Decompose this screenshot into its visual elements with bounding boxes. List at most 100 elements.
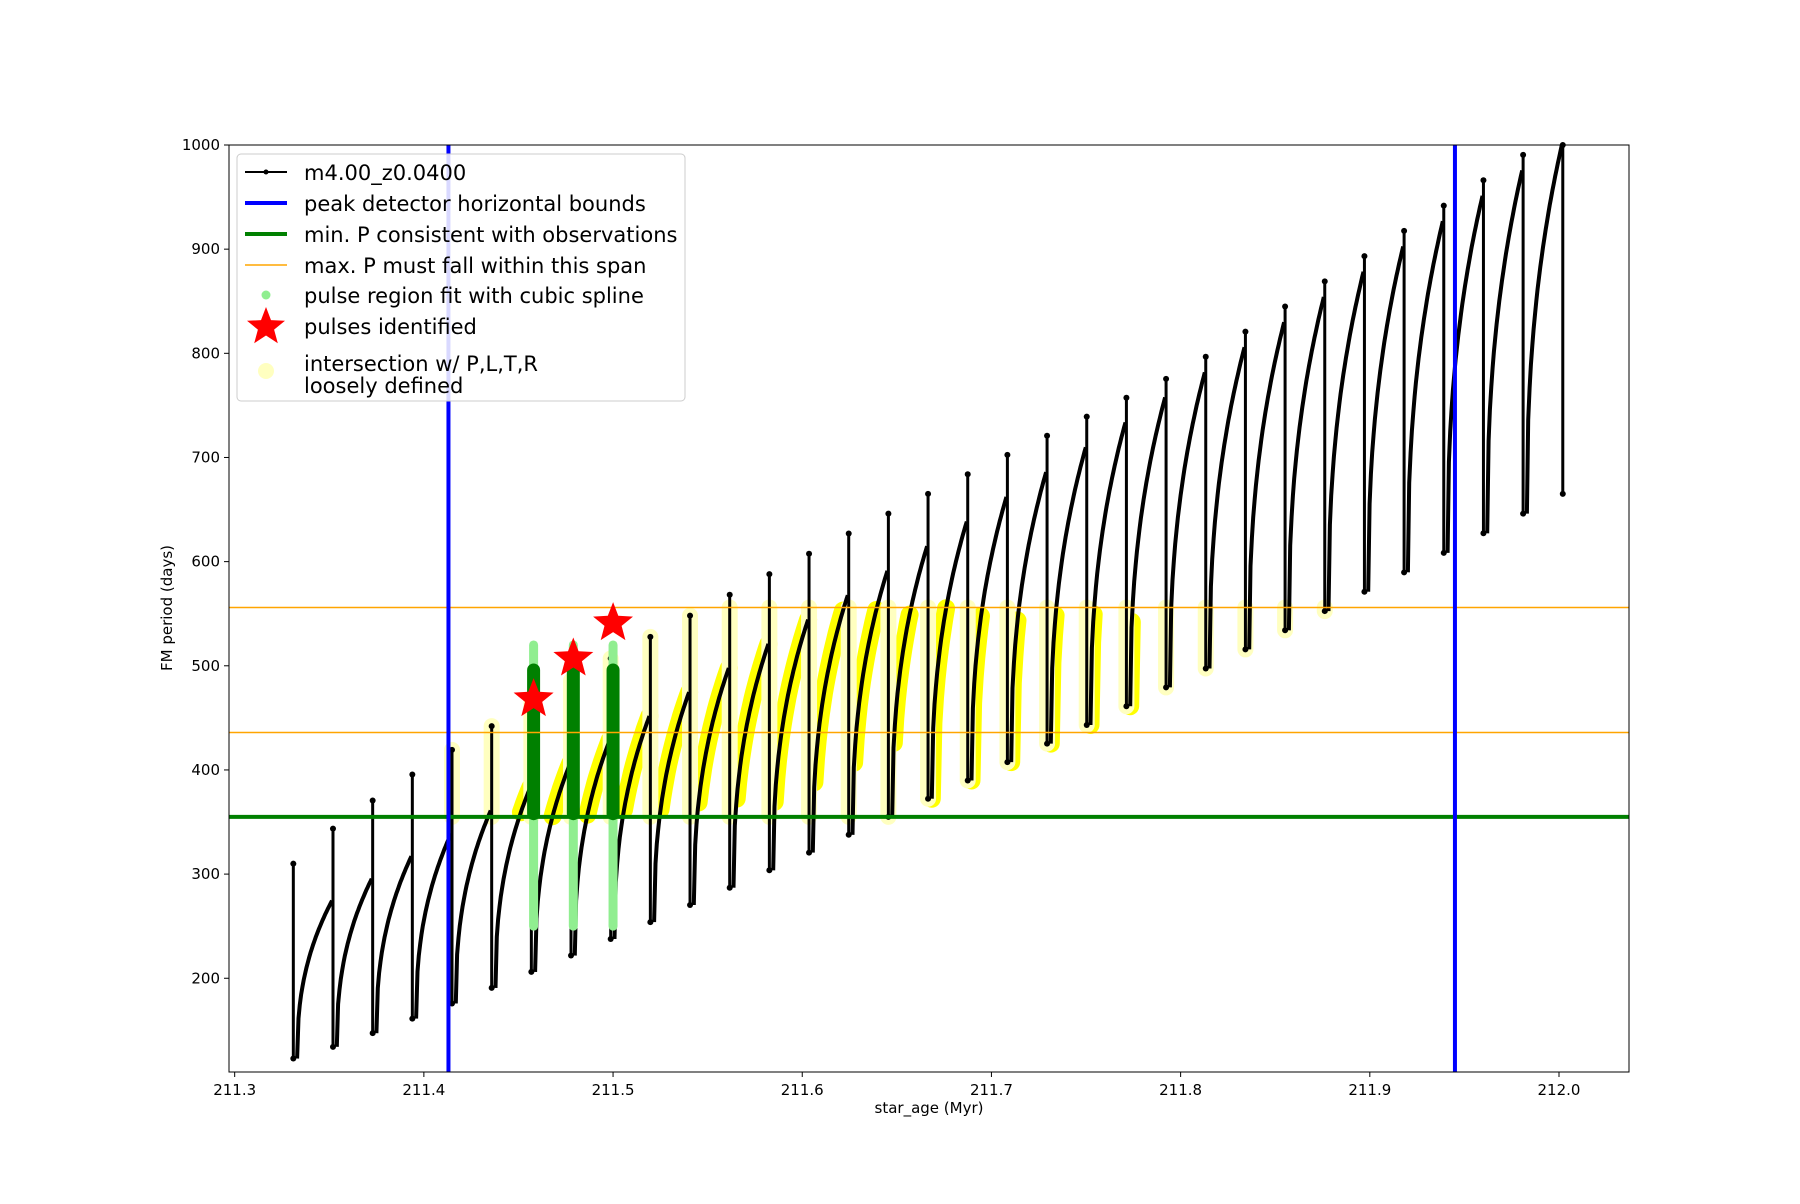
legend-label: min. P consistent with observations xyxy=(304,223,677,247)
track-point xyxy=(766,867,773,874)
track-point xyxy=(329,1043,336,1050)
y-tick-label: 500 xyxy=(191,657,220,675)
track-point xyxy=(726,884,733,891)
track-rise-segment xyxy=(969,496,1009,781)
track-point xyxy=(1440,202,1447,209)
track-point xyxy=(1520,151,1527,158)
y-tick-label: 700 xyxy=(191,448,220,466)
legend-handle-circle xyxy=(258,363,274,379)
track-rise-segment xyxy=(453,809,493,1004)
track-rise-segment xyxy=(1286,296,1326,631)
track-point xyxy=(329,825,336,832)
track-point xyxy=(1242,328,1249,335)
track-point xyxy=(1123,394,1130,401)
track-point xyxy=(806,550,813,557)
track-point xyxy=(1083,413,1090,420)
track-point xyxy=(687,902,694,909)
track-rise-segment xyxy=(1445,195,1485,553)
track-rise-segment xyxy=(1366,246,1406,592)
track-point xyxy=(1004,759,1011,766)
track-point xyxy=(1163,375,1170,382)
legend-handle-track-dot xyxy=(263,169,269,175)
track-rise-segment xyxy=(414,832,453,1019)
track-point xyxy=(1202,353,1209,360)
legend-label: loosely defined xyxy=(304,374,463,398)
x-axis-label: star_age (Myr) xyxy=(875,1099,984,1118)
track-point xyxy=(647,633,654,640)
track-point xyxy=(885,510,892,517)
intersection-band xyxy=(805,601,852,792)
track-point xyxy=(647,919,654,926)
track-point xyxy=(568,952,575,959)
stars-layer xyxy=(513,602,633,717)
track-rise-segment xyxy=(374,855,414,1034)
legend-handle-dot xyxy=(261,290,271,300)
track-point xyxy=(1401,227,1408,234)
track-point xyxy=(449,1000,456,1007)
track-rise-segment xyxy=(295,899,334,1059)
x-tick-label: 212.0 xyxy=(1538,1081,1581,1099)
x-tick-label: 211.7 xyxy=(970,1081,1013,1099)
track-rise-segment xyxy=(1128,396,1168,707)
track-point xyxy=(1520,510,1527,517)
track-rise-segment xyxy=(929,521,969,799)
pulse-identified-star xyxy=(553,637,594,676)
x-tick-label: 211.4 xyxy=(402,1081,445,1099)
track-point xyxy=(726,591,733,598)
legend-label: pulse region fit with cubic spline xyxy=(304,284,644,308)
track-rise-segment xyxy=(1485,169,1525,534)
track-rise-segment xyxy=(771,618,811,871)
track-point xyxy=(1044,432,1051,439)
pulse-identified-star xyxy=(593,602,633,641)
x-tick-label: 211.8 xyxy=(1159,1081,1202,1099)
y-axis-label: FM period (days) xyxy=(158,545,176,671)
legend-label: m4.00_z0.0400 xyxy=(304,161,466,186)
track-point xyxy=(290,1055,297,1062)
track-point xyxy=(1163,684,1170,691)
track-point xyxy=(1004,451,1011,458)
ticks-layer: 211.3 211.4 211.5 211.6 211.7 211.8 211.9 212.0… xyxy=(182,136,1581,1099)
track-point xyxy=(925,490,932,497)
track-point xyxy=(1440,549,1447,556)
track-rise-segment xyxy=(1405,220,1445,573)
track-point xyxy=(1361,253,1368,260)
track-point xyxy=(1401,569,1408,576)
track-rise-segment xyxy=(652,691,691,923)
track-rise-segment xyxy=(493,786,533,988)
y-tick-label: 900 xyxy=(191,240,220,258)
track-rise-segment xyxy=(1088,421,1128,726)
track-point xyxy=(488,984,495,991)
track-point xyxy=(449,746,456,753)
track-point xyxy=(1480,177,1487,184)
track-point xyxy=(607,935,614,942)
reference-lines-layer xyxy=(229,145,1629,1072)
track-rise-segment xyxy=(1207,346,1247,669)
track-point xyxy=(925,795,932,802)
pulse-identified-star xyxy=(513,678,554,717)
y-tick-label: 200 xyxy=(191,969,220,987)
track-point xyxy=(806,849,813,856)
track-rise-segment xyxy=(890,545,930,817)
track-rise-segment xyxy=(731,643,771,888)
legend-label: pulses identified xyxy=(304,315,477,339)
track-point xyxy=(1361,588,1368,595)
track-rise-segment xyxy=(810,594,850,853)
track-point xyxy=(369,1030,376,1037)
x-tick-label: 211.9 xyxy=(1348,1081,1391,1099)
track-point xyxy=(1321,608,1328,615)
track-rise-segment xyxy=(572,739,612,956)
track-point xyxy=(1242,646,1249,653)
plot-frame xyxy=(228,144,1630,1073)
y-tick-label: 1000 xyxy=(182,136,220,154)
track-rise-segment xyxy=(1326,271,1366,612)
track-point xyxy=(687,612,694,619)
x-tick-label: 211.3 xyxy=(213,1081,256,1099)
y-tick-label: 400 xyxy=(191,761,220,779)
track-rise-segment xyxy=(850,570,890,835)
track-point xyxy=(528,968,535,975)
track-point xyxy=(1202,665,1209,672)
track-point xyxy=(488,723,495,730)
track-point xyxy=(766,571,773,578)
y-tick-label: 800 xyxy=(191,344,220,362)
